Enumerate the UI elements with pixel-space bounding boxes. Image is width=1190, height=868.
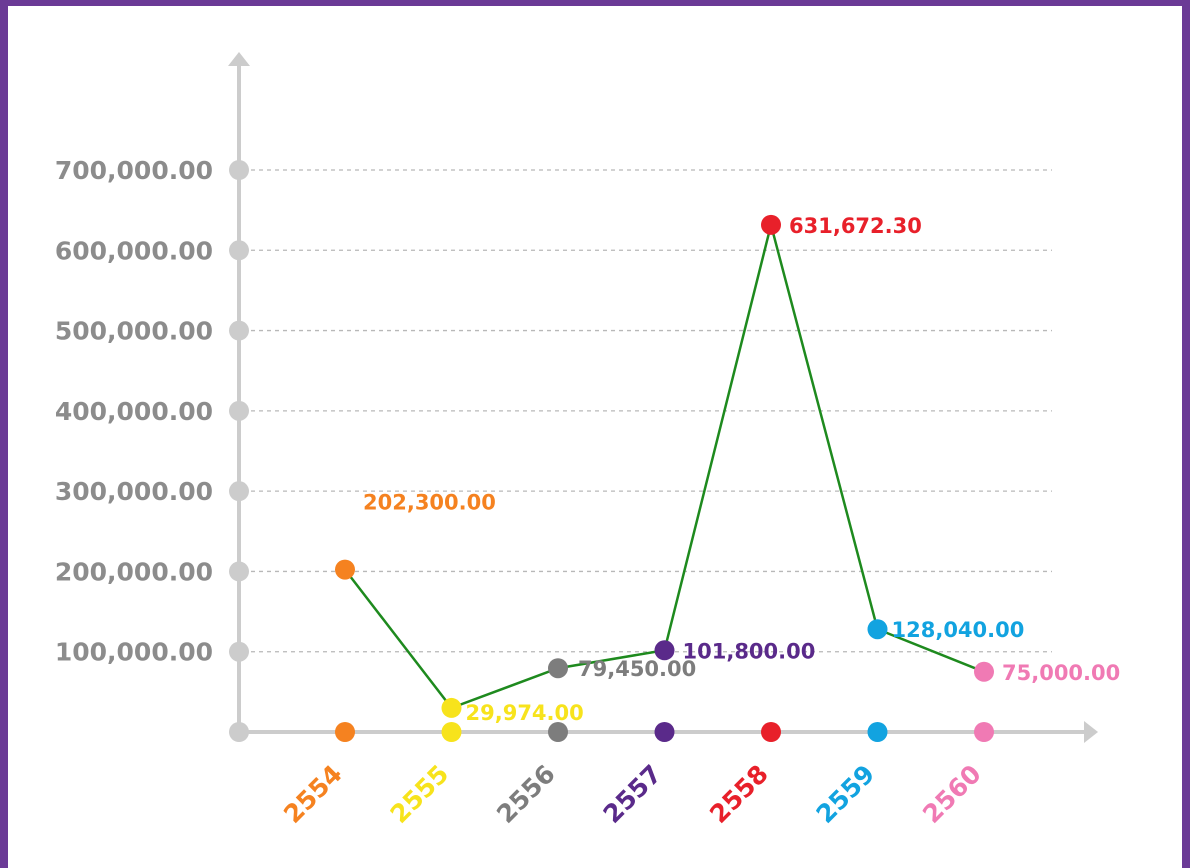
category-dot-2558	[761, 722, 781, 742]
category-label-2559: 2559	[811, 759, 881, 829]
data-label-2554: 202,300.00	[363, 491, 496, 515]
category-dot-2560	[974, 722, 994, 742]
y-tick-dot-7	[229, 160, 249, 180]
y-tick-label-4: 400,000.00	[55, 397, 213, 426]
category-dot-2556	[548, 722, 568, 742]
data-points	[335, 214, 994, 742]
data-point-2554	[335, 559, 355, 580]
data-point-2557	[654, 640, 675, 661]
y-tick-dot-1	[229, 641, 249, 662]
y-tick-label-3: 300,000.00	[55, 477, 213, 506]
category-label-2554: 2554	[278, 759, 348, 829]
data-label-2557: 101,800.00	[683, 639, 816, 663]
y-tick-label-6: 600,000.00	[55, 236, 213, 265]
category-label-2556: 2556	[491, 759, 561, 829]
data-point-2559	[867, 619, 888, 640]
category-dot-2554	[335, 722, 355, 742]
data-label-2559: 128,040.00	[892, 618, 1025, 642]
y-tick-dot-6	[229, 240, 249, 261]
category-dot-2555	[441, 722, 462, 742]
data-point-2556	[548, 658, 568, 679]
y-tick-dot-5	[229, 320, 249, 341]
category-label-2558: 2558	[704, 759, 774, 829]
series-polyline	[344, 224, 985, 710]
data-label-2556: 79,450.00	[578, 657, 696, 681]
y-tick-label-1: 100,000.00	[55, 638, 213, 667]
data-label-2558: 631,672.30	[789, 214, 922, 238]
data-point-2558	[761, 214, 781, 235]
x-axis-arrow	[1084, 721, 1098, 743]
y-axis-arrow	[228, 52, 250, 66]
y-tick-label-2: 200,000.00	[55, 557, 213, 586]
data-label-2555: 29,974.00	[466, 701, 584, 725]
category-dot-2559	[867, 722, 888, 742]
y-tick-label-7: 700,000.00	[55, 156, 213, 185]
y-tick-dot-3	[229, 481, 249, 502]
category-dot-2557	[654, 722, 675, 742]
category-label-2555: 2555	[385, 759, 455, 829]
origin-dot	[229, 722, 249, 742]
data-point-2555	[441, 697, 462, 718]
data-label-2560: 75,000.00	[1002, 661, 1120, 685]
x-axis-categories: 2554 2555 2556 2557 2558 2559 2560	[278, 759, 987, 829]
category-label-2557: 2557	[598, 759, 668, 829]
data-point-2560	[974, 661, 994, 682]
category-label-2560: 2560	[917, 759, 987, 829]
y-tick-dot-2	[229, 561, 249, 582]
series-line	[344, 224, 985, 710]
y-axis-ticks: 100,000.00 200,000.00 300,000.00 400,000.00…	[55, 156, 249, 667]
y-tick-dot-4	[229, 400, 249, 421]
y-tick-label-5: 500,000.00	[55, 317, 213, 346]
gridlines	[251, 169, 1052, 653]
